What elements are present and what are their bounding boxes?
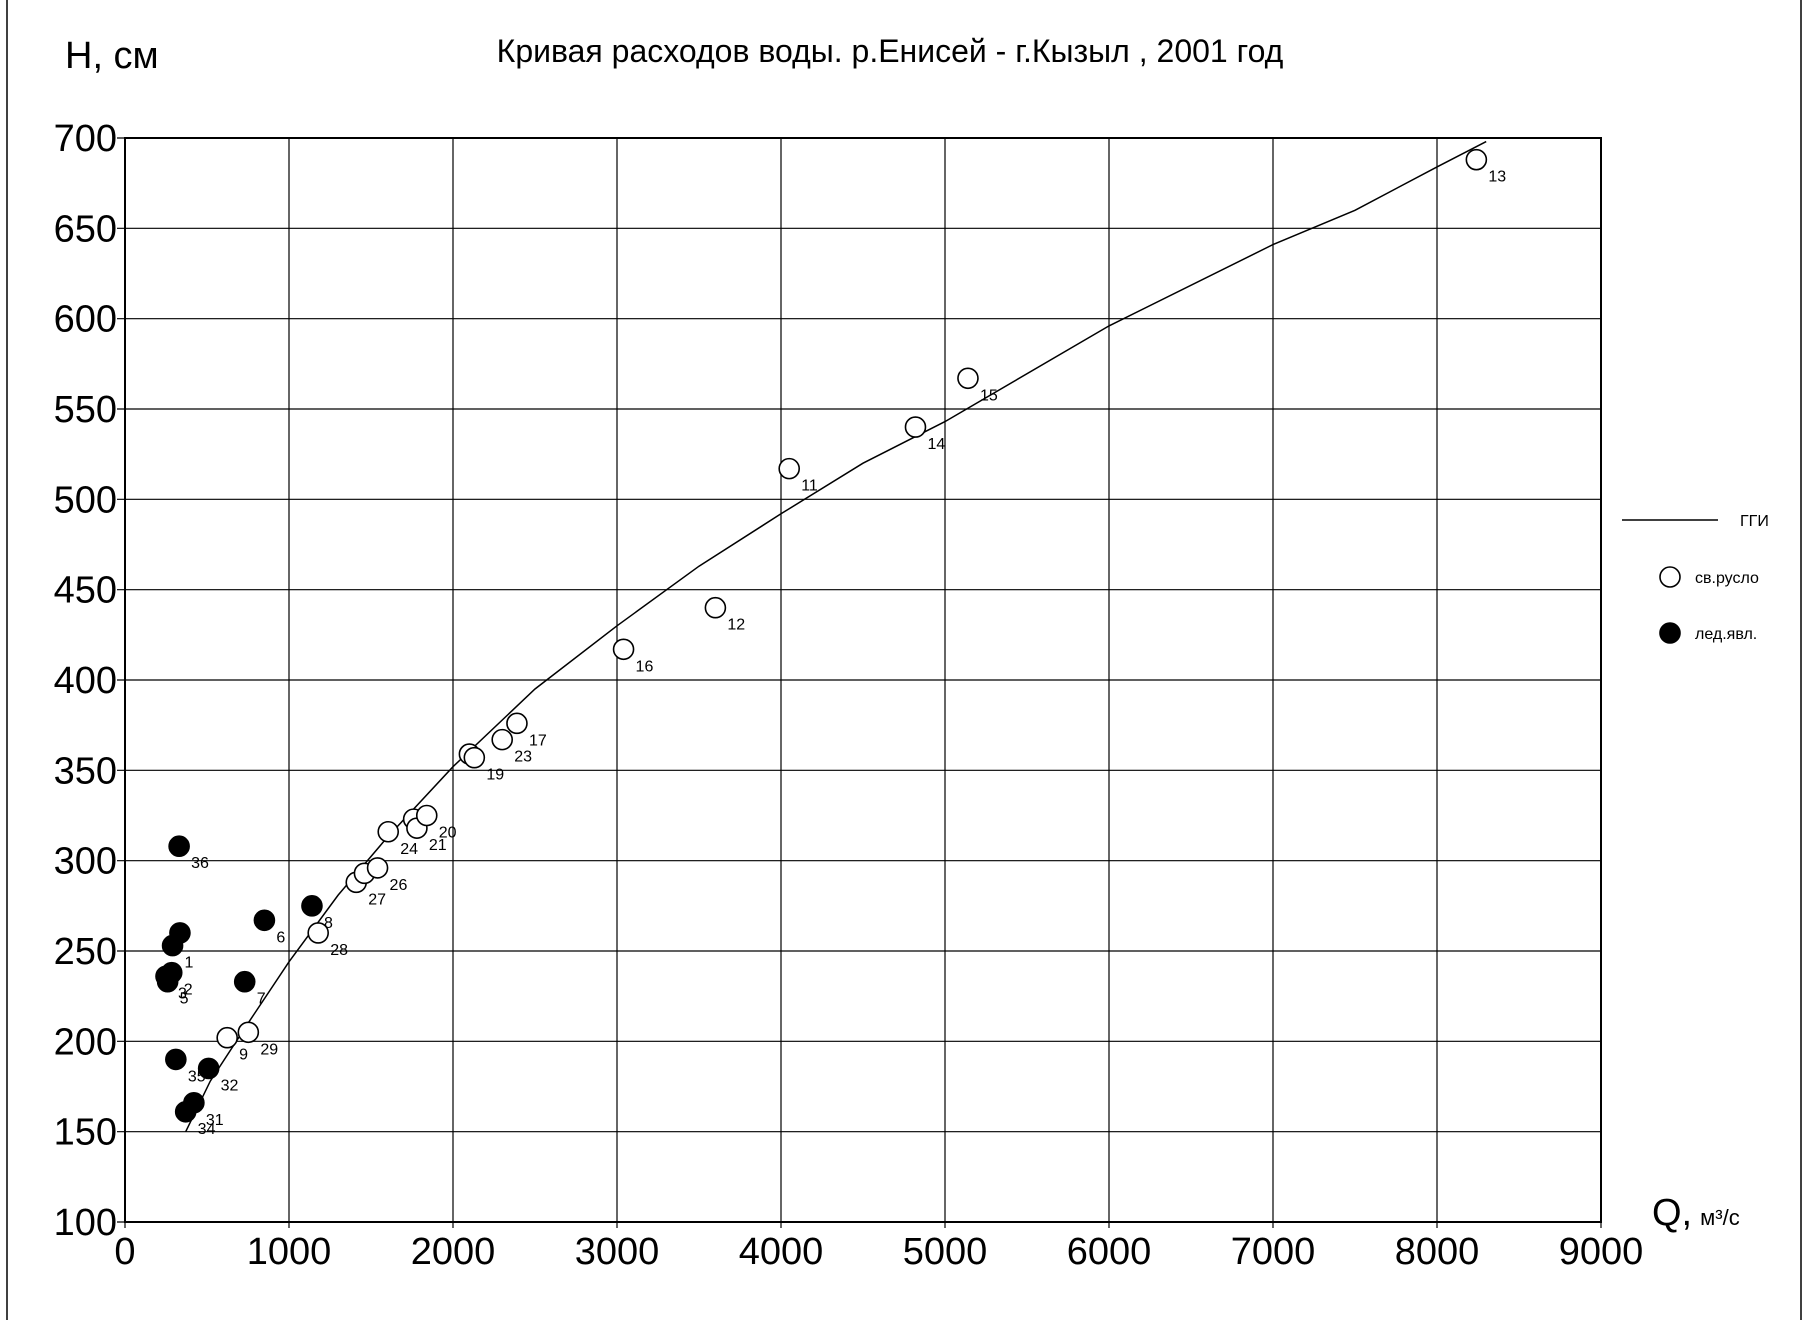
- open-channel-point: [307, 922, 329, 944]
- x-tick-label: 5000: [903, 1231, 988, 1273]
- point-label: 28: [330, 942, 348, 959]
- point-label: 29: [260, 1041, 278, 1058]
- ice-point: [161, 934, 184, 957]
- open-channel-point: [491, 728, 514, 751]
- x-axis-label: Q, м³/с: [1652, 1192, 1740, 1234]
- open-channel-point: [237, 1021, 260, 1044]
- legend: ГГИ св.русло лед.явл.: [1622, 513, 1769, 644]
- plot-frame: [124, 137, 1602, 1223]
- y-tick-label: 150: [54, 1112, 117, 1154]
- ice-point: [253, 909, 276, 932]
- open-channel-point: [778, 457, 801, 480]
- open-channel-point: [377, 820, 400, 843]
- open-channel-point: [612, 638, 635, 661]
- point-label: 11: [801, 478, 818, 495]
- point-label: 16: [636, 658, 654, 675]
- point-label: 3: [178, 985, 187, 1002]
- open-channel-point: [957, 367, 979, 390]
- x-tick-label: 6000: [1067, 1231, 1152, 1273]
- open-channel-point: [463, 746, 486, 769]
- point-label: 15: [980, 387, 998, 404]
- ice-point: [165, 1048, 187, 1071]
- point-label: 34: [198, 1121, 216, 1138]
- rating-curve-line: [185, 140, 1487, 1133]
- ice-point: [174, 1100, 197, 1123]
- point-label: 23: [514, 749, 532, 766]
- point-label: 26: [390, 877, 408, 894]
- chart-title: Кривая расходов воды. р.Енисей - г.Кызыл…: [497, 33, 1284, 69]
- grid: [117, 137, 1602, 1228]
- point-label: 5: [180, 991, 189, 1008]
- open-channel-point: [366, 857, 389, 879]
- open-channel-point: [904, 416, 927, 438]
- ice-point: [168, 835, 190, 858]
- x-tick-label: 9000: [1559, 1231, 1644, 1273]
- point-label: 20: [439, 825, 457, 842]
- open-channel-point: [1465, 148, 1488, 171]
- open-channel-point: [704, 596, 727, 619]
- open-channel-point: [216, 1026, 238, 1049]
- x-tick-label: 2000: [411, 1231, 496, 1273]
- x-tick-label: 8000: [1395, 1231, 1480, 1273]
- point-label: 1: [185, 955, 194, 972]
- y-tick-label: 400: [54, 660, 117, 702]
- y-tick-label: 500: [54, 479, 117, 521]
- point-label: 8: [324, 915, 333, 932]
- point-label: 36: [191, 855, 209, 872]
- y-tick-label: 250: [54, 931, 117, 973]
- open-channel-point: [415, 804, 438, 827]
- ice-point: [301, 895, 323, 917]
- y-tick-label: 200: [54, 1021, 117, 1063]
- y-tick-label: 450: [54, 570, 117, 612]
- point-label: 31: [206, 1112, 224, 1129]
- point-label: 14: [927, 436, 945, 453]
- y-tick-label: 100: [54, 1202, 117, 1244]
- y-axis-label: Н, см: [65, 35, 159, 77]
- point-label: 24: [400, 841, 418, 858]
- legend-label: лед.явл.: [1695, 626, 1757, 643]
- ice-point: [233, 970, 256, 993]
- point-label: 6: [276, 929, 285, 946]
- tick-labels: 0 1000 2000 3000 4000 5000 6000 7000 8000 9000 100…: [54, 118, 1644, 1273]
- point-label: 2: [184, 982, 193, 999]
- ice-point: [156, 970, 179, 993]
- y-tick-label: 350: [54, 750, 117, 792]
- legend-filled-circle: [1659, 622, 1681, 644]
- curve-layer: [185, 140, 1487, 1133]
- point-label: 17: [529, 732, 547, 749]
- point-label: 21: [429, 837, 447, 854]
- y-tick-label: 550: [54, 389, 117, 431]
- point-label: 32: [221, 1077, 239, 1094]
- point-label: 13: [1488, 169, 1506, 186]
- open-channel-point: [506, 712, 528, 735]
- x-tick-label: 7000: [1231, 1231, 1316, 1273]
- ice-point: [197, 1057, 220, 1080]
- legend-open-circle: [1659, 566, 1681, 588]
- legend-label: ГГИ: [1740, 513, 1769, 530]
- point-label: 7: [257, 991, 266, 1008]
- y-tick-label: 600: [54, 299, 117, 341]
- legend-label: св.русло: [1695, 570, 1759, 587]
- x-tick-label: 4000: [739, 1231, 824, 1273]
- point-label: 19: [486, 767, 504, 784]
- point-label: 27: [368, 891, 386, 908]
- y-tick-label: 300: [54, 841, 117, 883]
- y-tick-label: 700: [54, 118, 117, 160]
- x-tick-label: 1000: [247, 1231, 332, 1273]
- x-tick-label: 3000: [575, 1231, 660, 1273]
- x-tick-label: 0: [114, 1231, 135, 1273]
- point-label: 9: [239, 1047, 248, 1064]
- y-tick-label: 650: [54, 208, 117, 250]
- point-label: 12: [727, 617, 745, 634]
